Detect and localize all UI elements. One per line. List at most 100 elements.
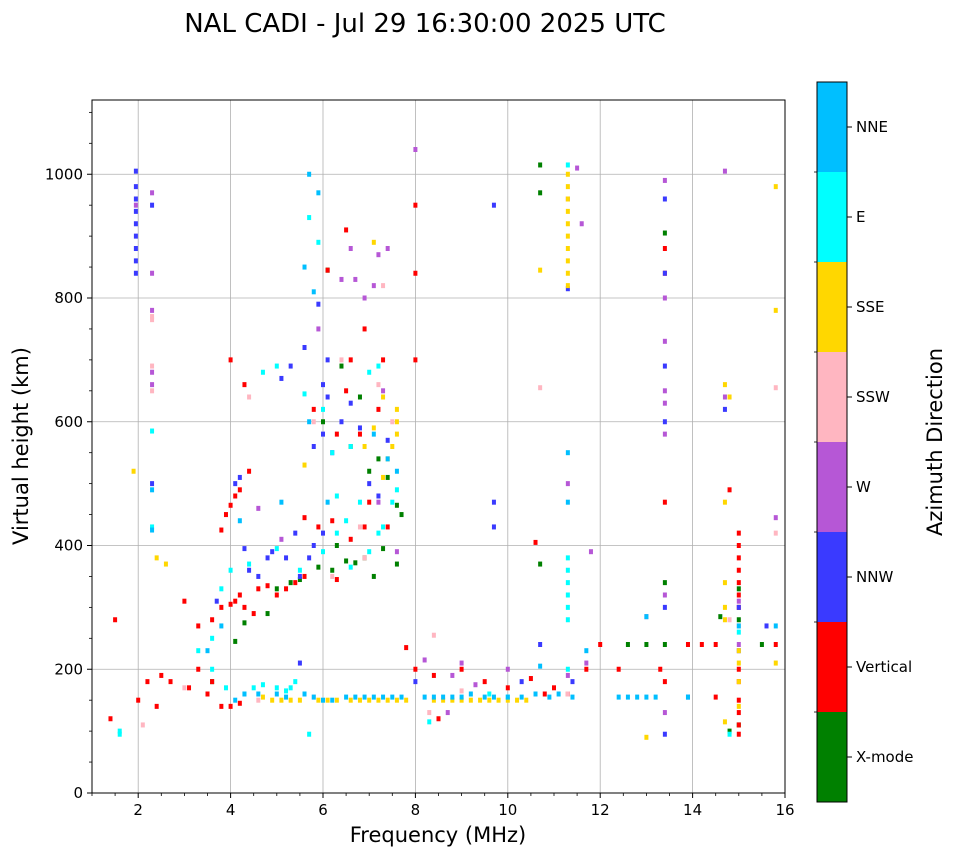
data-point-vertical	[237, 592, 242, 598]
data-point-vertical	[187, 685, 192, 691]
data-point-e	[274, 363, 279, 369]
x-axis-label: Frequency (MHz)	[350, 823, 526, 847]
data-point-nnw	[385, 437, 390, 443]
data-point-nne	[385, 456, 390, 462]
data-point-nnw	[662, 196, 667, 202]
data-point-sse	[736, 679, 741, 685]
data-point-sse	[394, 419, 399, 425]
data-point-vertical	[210, 617, 215, 623]
data-point-nnw	[133, 270, 138, 276]
data-point-nne	[394, 468, 399, 474]
data-point-vertical	[736, 666, 741, 672]
data-point-x-mode	[242, 620, 247, 626]
data-point-sse	[736, 648, 741, 654]
data-point-ssw	[390, 419, 395, 425]
data-point-e	[210, 666, 215, 672]
chart-title: NAL CADI - Jul 29 16:30:00 2025 UTC	[184, 9, 666, 39]
data-point-sse	[565, 233, 570, 239]
data-point-vertical	[334, 431, 339, 437]
data-point-w	[773, 515, 778, 521]
x-tick-label: 2	[133, 801, 143, 819]
colorbar-label: Azimuth Direction	[923, 348, 947, 536]
data-point-nnw	[133, 196, 138, 202]
data-point-nnw	[321, 382, 325, 388]
data-point-nne	[773, 623, 778, 629]
data-point-vertical	[344, 227, 349, 233]
data-point-ssw	[182, 685, 187, 691]
data-point-x-mode	[736, 617, 741, 623]
data-point-nne	[736, 623, 741, 629]
data-point-vertical	[505, 685, 510, 691]
plot-area: 2 4 6 8 10 12 14 16 0 200 400 600 800 1000	[45, 99, 795, 819]
data-point-vertical	[237, 700, 242, 706]
data-point-ssw	[773, 385, 778, 391]
data-point-w	[376, 252, 381, 258]
data-point-sse	[367, 697, 372, 703]
data-point-nne	[644, 694, 649, 700]
colorbar-segment-w	[817, 442, 847, 532]
data-point-nne	[371, 431, 376, 437]
data-point-nnw	[302, 345, 307, 350]
data-point-w	[150, 369, 155, 375]
data-point-w	[579, 221, 584, 227]
data-point-x-mode	[367, 468, 372, 474]
data-point-nne	[311, 694, 316, 700]
data-point-nnw	[133, 246, 138, 251]
data-point-vertical	[662, 679, 667, 685]
data-point-vertical	[362, 326, 367, 332]
data-point-w	[459, 660, 464, 666]
data-point-nnw	[265, 555, 270, 561]
data-point-e	[284, 688, 289, 694]
data-point-nnw	[133, 258, 138, 264]
data-point-sse	[727, 394, 732, 400]
data-point-sse	[722, 719, 727, 725]
data-point-vertical	[431, 672, 436, 678]
data-point-e	[334, 493, 339, 499]
data-point-w	[736, 598, 741, 604]
data-point-sse	[524, 697, 529, 703]
data-point-w	[371, 283, 376, 289]
colorbar-tick-label: W	[856, 478, 871, 496]
data-point-nnw	[662, 270, 667, 276]
data-point-sse	[163, 561, 168, 567]
data-point-nne	[307, 419, 312, 425]
data-point-nne	[390, 694, 395, 700]
data-point-e	[565, 555, 570, 561]
data-point-nne	[441, 694, 446, 700]
data-point-vertical	[699, 642, 704, 647]
data-point-vertical	[113, 617, 118, 623]
data-point-ssw	[140, 722, 145, 728]
colorbar-segment-ssw	[817, 352, 847, 442]
colorbar-tick-label: SSW	[856, 388, 890, 406]
data-point-nnw	[242, 546, 247, 552]
data-point-ssw	[538, 385, 543, 391]
data-point-nnw	[133, 168, 138, 174]
data-point-sse	[565, 221, 570, 227]
data-point-sse	[515, 697, 520, 703]
data-point-w	[584, 660, 589, 666]
data-point-nne	[685, 694, 690, 700]
data-point-nne	[284, 694, 289, 700]
data-point-nne	[321, 697, 325, 703]
data-point-sse	[325, 697, 330, 703]
data-point-nne	[616, 694, 621, 700]
data-point-ssw	[330, 573, 335, 579]
data-point-vertical	[713, 642, 718, 647]
data-point-nnw	[316, 301, 321, 307]
data-point-e	[736, 629, 741, 635]
data-point-nne	[279, 499, 284, 505]
data-point-sse	[357, 697, 362, 703]
data-point-x-mode	[353, 560, 358, 566]
data-point-w	[150, 190, 155, 196]
data-point-x-mode	[376, 456, 381, 462]
data-point-e	[394, 487, 399, 493]
data-point-w	[133, 202, 138, 208]
data-point-e	[565, 592, 570, 598]
data-point-nne	[302, 264, 307, 270]
data-point-vertical	[713, 694, 718, 700]
data-point-nne	[371, 694, 376, 700]
data-point-w	[588, 549, 593, 555]
data-point-nne	[519, 694, 524, 700]
data-point-vertical	[196, 623, 201, 629]
